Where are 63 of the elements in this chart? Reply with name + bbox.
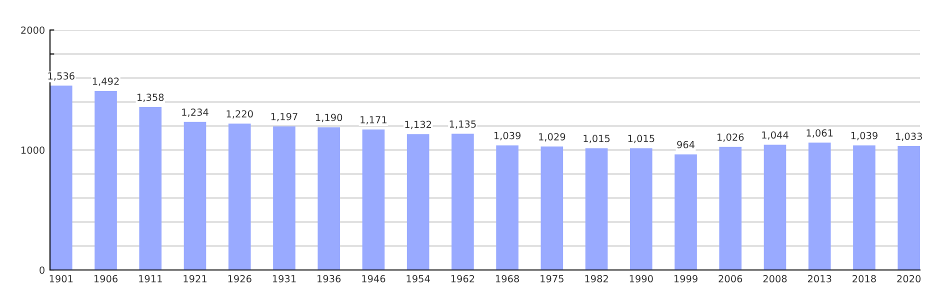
- x-tick-label: 2018: [852, 275, 876, 282]
- data-label: 1,171: [360, 116, 386, 124]
- x-tick-label: 1906: [94, 275, 118, 282]
- x-tick-label: 1921: [184, 275, 206, 282]
- bar: [898, 146, 920, 270]
- x-tick-label: 1931: [272, 275, 296, 282]
- data-label: 1,029: [539, 133, 566, 142]
- y-tick-label: 1000: [21, 146, 44, 154]
- data-label: 1,536: [48, 72, 74, 81]
- x-tick-label: 1946: [362, 275, 386, 282]
- data-label: 964: [677, 140, 694, 148]
- bar: [406, 134, 430, 270]
- data-label: 1,197: [271, 112, 298, 122]
- y-tick-label: 2000: [21, 26, 44, 34]
- bar: [273, 126, 296, 270]
- bar: [139, 107, 162, 270]
- data-label: 1,135: [450, 120, 476, 129]
- bar: [585, 148, 608, 270]
- data-label: 1,044: [762, 131, 788, 140]
- x-tick-label: 1936: [318, 275, 341, 282]
- bar: [50, 86, 72, 270]
- data-label: 1,190: [316, 114, 342, 122]
- x-tick-label: 1911: [139, 275, 162, 282]
- data-label: 1,026: [718, 133, 744, 142]
- bar: [362, 129, 385, 270]
- x-tick-label: 1926: [228, 275, 252, 282]
- x-tick-label: 2020: [897, 275, 921, 282]
- data-label: 1,061: [806, 129, 833, 138]
- bar: [764, 144, 786, 270]
- bar: [630, 148, 652, 270]
- bar: [808, 142, 831, 270]
- bar: [452, 134, 474, 270]
- x-tick-label: 1999: [674, 275, 698, 282]
- data-label: 1,033: [896, 132, 922, 141]
- data-label: 1,039: [494, 132, 521, 140]
- bar: [496, 145, 518, 270]
- data-label: 1,492: [92, 78, 119, 86]
- x-tick-label: 2008: [763, 275, 787, 282]
- data-label: 1,039: [851, 132, 878, 140]
- data-label: 1,220: [226, 110, 253, 119]
- x-tick-label: 2006: [718, 275, 742, 282]
- x-tick-label: 1901: [50, 275, 73, 282]
- bar: [94, 90, 117, 270]
- x-tick-label: 1962: [451, 275, 474, 282]
- x-tick-label: 1975: [540, 275, 564, 282]
- bar: [853, 145, 876, 270]
- bar: [318, 127, 340, 270]
- bar: [674, 154, 697, 270]
- bar: [540, 146, 564, 270]
- x-tick-label: 1968: [496, 275, 520, 282]
- x-tick-label: 1954: [406, 275, 430, 282]
- data-label: 1,358: [138, 94, 164, 102]
- data-label: 1,132: [405, 120, 432, 130]
- x-tick-label: 1990: [630, 275, 653, 282]
- data-label: 1,015: [628, 134, 654, 144]
- y-tick-label: 0: [40, 266, 44, 274]
- x-tick-label: 1982: [585, 275, 608, 282]
- bar: [228, 124, 251, 270]
- bar: [719, 146, 742, 270]
- data-label: 1,234: [182, 108, 208, 117]
- bar: [184, 122, 206, 270]
- x-tick-label: 2013: [808, 275, 832, 282]
- data-label: 1,015: [584, 134, 610, 144]
